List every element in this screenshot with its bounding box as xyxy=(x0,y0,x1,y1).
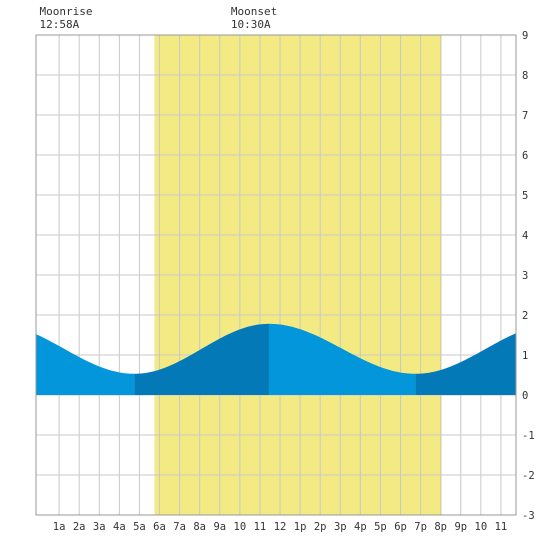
x-tick-label: 11 xyxy=(254,521,267,533)
y-tick-label: 2 xyxy=(522,310,528,322)
x-tick-label: 2a xyxy=(73,521,86,533)
moon-event-time: 12:58A xyxy=(39,18,79,31)
x-tick-label: 7a xyxy=(173,521,186,533)
x-tick-label: 9p xyxy=(454,521,467,533)
y-tick-label: 8 xyxy=(522,70,528,82)
x-tick-label: 4a xyxy=(113,521,126,533)
moon-event-label: Moonset xyxy=(231,5,277,18)
x-tick-label: 6p xyxy=(394,521,407,533)
tide-area-falling xyxy=(36,334,135,395)
tide-area-falling xyxy=(268,323,416,395)
x-tick-label: 3p xyxy=(334,521,347,533)
y-tick-label: 7 xyxy=(522,110,528,122)
x-tick-label: 5a xyxy=(133,521,146,533)
y-tick-label: 5 xyxy=(522,190,528,202)
tide-area-rising xyxy=(415,333,516,395)
y-axis-ticks: -3 -2 -1 0 1 2 3 4 5 6 7 8 9 xyxy=(522,30,535,522)
y-tick-label: 0 xyxy=(522,390,528,402)
x-tick-label: 5p xyxy=(374,521,387,533)
x-tick-label: 1p xyxy=(294,521,307,533)
x-tick-label: 6a xyxy=(153,521,166,533)
x-tick-label: 8a xyxy=(193,521,206,533)
tide-area-rising xyxy=(134,323,269,395)
y-tick-label: 9 xyxy=(522,30,528,42)
y-tick-label: -2 xyxy=(522,470,535,482)
x-tick-label: 11 xyxy=(495,521,508,533)
x-tick-label: 10 xyxy=(234,521,247,533)
x-tick-label: 8p xyxy=(434,521,447,533)
x-axis-ticks: 1a 2a 3a 4a 5a 6a 7a 8a 9a 10 11 12 1p 2p 3p 4p 5p 6p 7p 8p… xyxy=(53,521,507,533)
moon-event-time: 10:30A xyxy=(231,18,271,31)
tide-area xyxy=(36,323,516,395)
y-tick-label: 1 xyxy=(522,350,528,362)
x-tick-label: 1a xyxy=(53,521,66,533)
y-tick-label: 4 xyxy=(522,230,528,242)
x-tick-label: 7p xyxy=(414,521,427,533)
y-tick-label: 6 xyxy=(522,150,528,162)
x-tick-label: 12 xyxy=(274,521,287,533)
y-tick-label: 3 xyxy=(522,270,528,282)
plot-frame xyxy=(35,34,517,516)
y-tick-label: -1 xyxy=(522,430,535,442)
x-tick-label: 9a xyxy=(213,521,226,533)
x-tick-label: 3a xyxy=(93,521,106,533)
x-tick-label: 4p xyxy=(354,521,367,533)
x-tick-label: 2p xyxy=(314,521,327,533)
x-tick-label: 10 xyxy=(475,521,488,533)
y-tick-label: -3 xyxy=(522,510,535,522)
moon-event-label: Moonrise xyxy=(39,5,92,18)
grid-lines xyxy=(36,34,516,516)
